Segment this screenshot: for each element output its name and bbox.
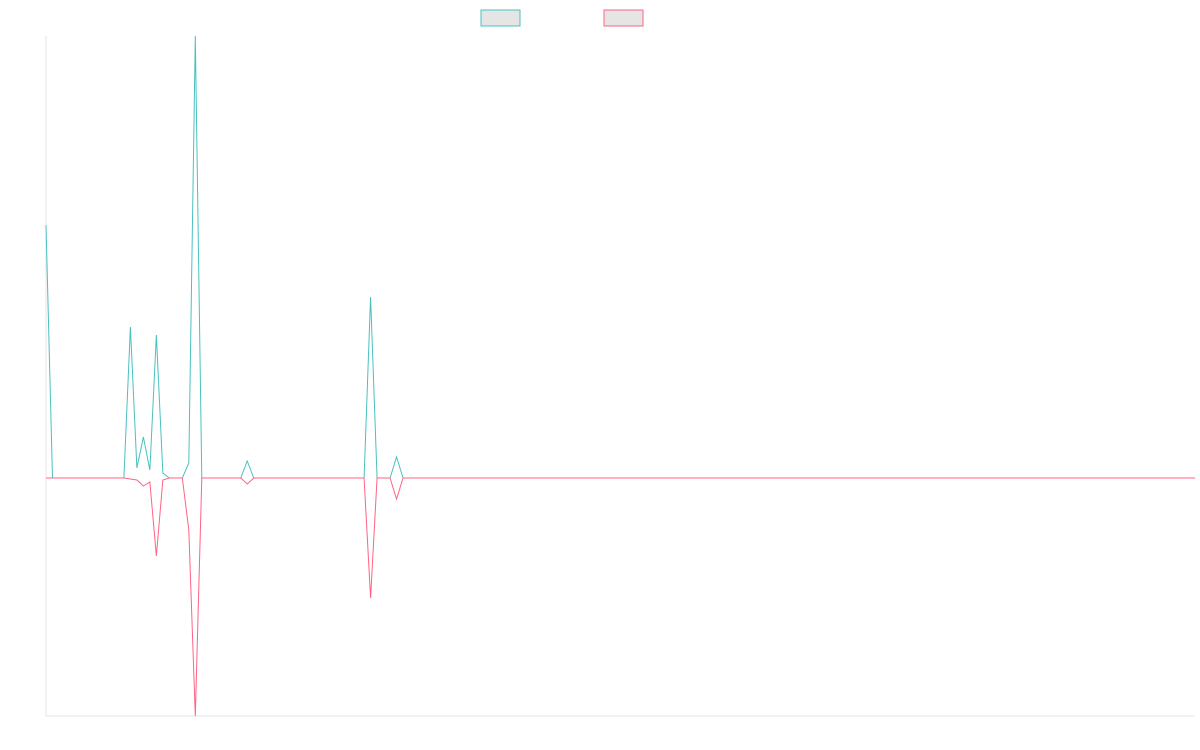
data-line	[45, 35, 1195, 479]
legend-swatch[interactable]	[480, 9, 521, 27]
legend	[480, 9, 644, 27]
plot-area	[45, 35, 1195, 717]
legend-swatch[interactable]	[603, 9, 644, 27]
data-line	[46, 477, 1195, 717]
